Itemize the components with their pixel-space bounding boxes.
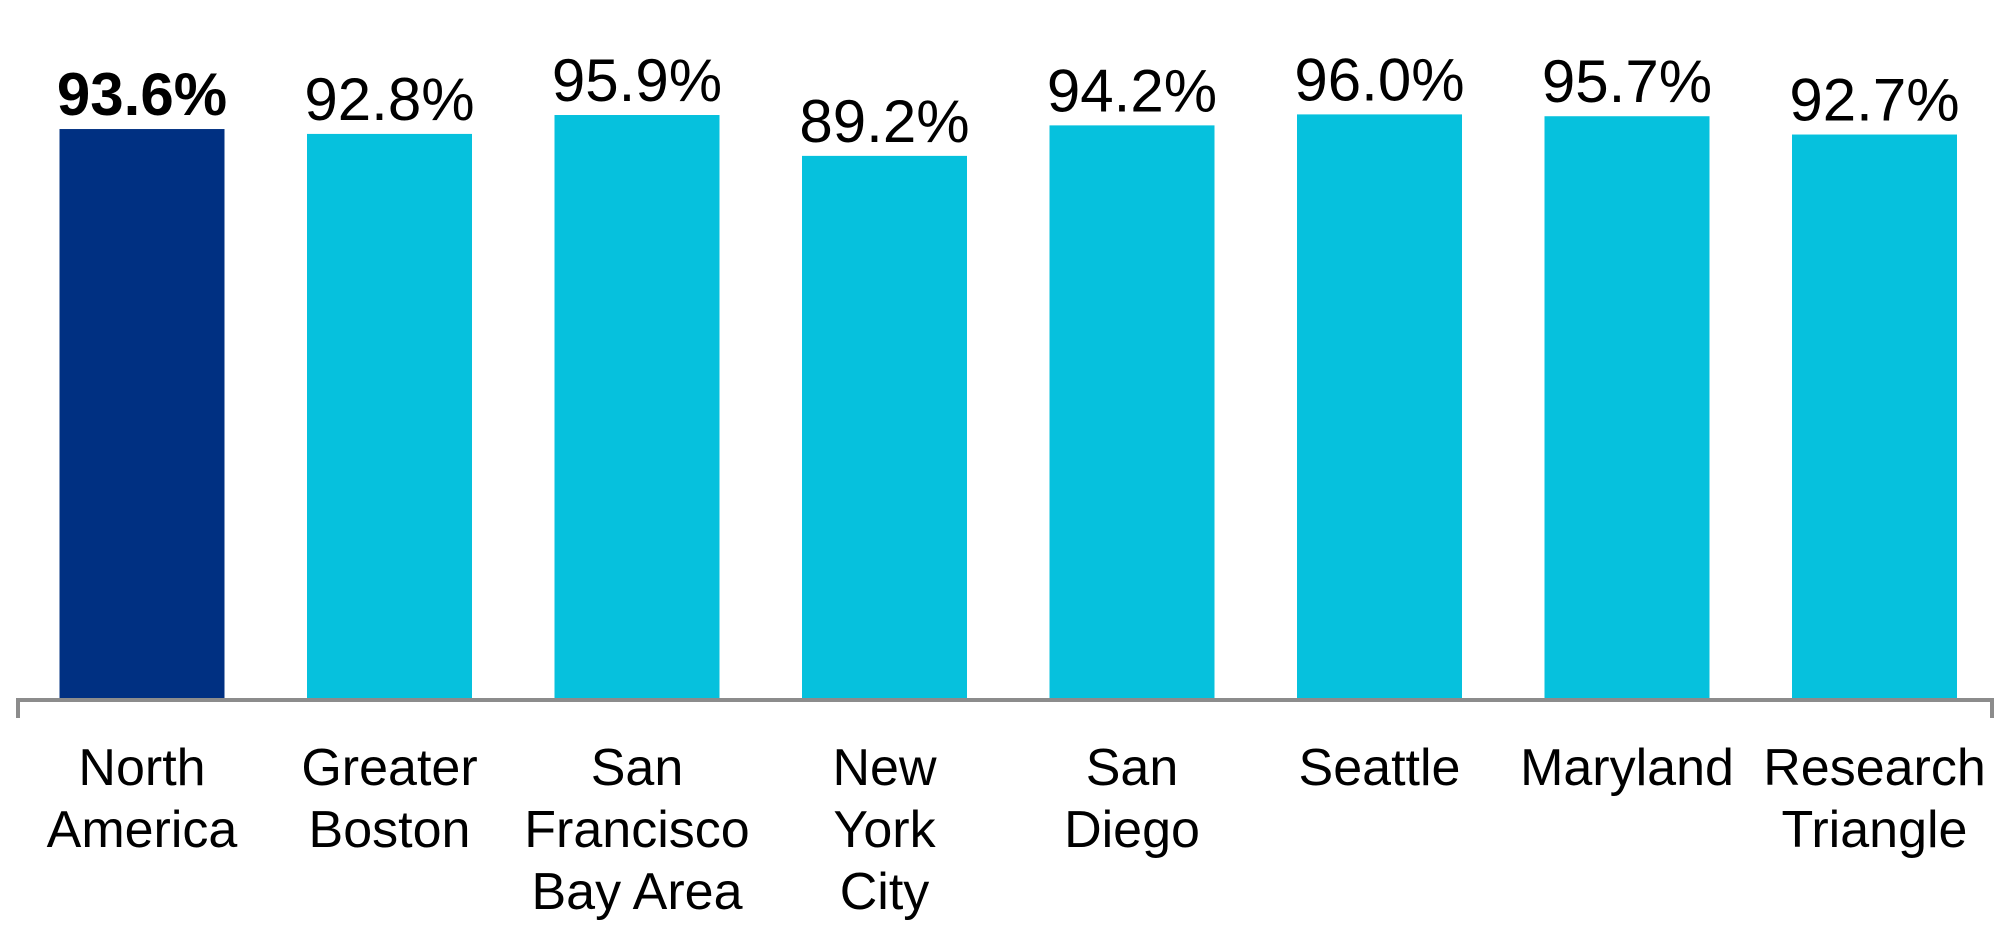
category-label-line: Seattle — [1299, 739, 1461, 797]
category-label: North America — [47, 739, 238, 859]
category-label: San Francisco Bay Area — [524, 739, 749, 921]
bar — [59, 129, 225, 701]
bar-value-label: 94.2% — [1047, 57, 1217, 124]
category-label-line: Diego — [1064, 801, 1200, 859]
category-label: New York City — [832, 739, 936, 921]
x-axis — [16, 698, 1994, 718]
category-label-line: Boston — [309, 801, 471, 859]
bar — [1297, 114, 1462, 700]
category-label-line: Triangle — [1782, 801, 1968, 859]
value-labels-group: 93.6% 92.8% 95.9% 89.2% 94.2% 96.0% 95.7% 92.7% — [57, 46, 1960, 154]
category-label-line: Research — [1763, 739, 1986, 797]
category-label-line: America — [47, 801, 238, 859]
category-label-line: North — [78, 739, 205, 797]
category-label: Seattle — [1299, 739, 1461, 797]
category-label-line: San — [1086, 739, 1179, 797]
bar — [1544, 116, 1710, 701]
bar — [307, 133, 472, 701]
bar — [1792, 134, 1957, 700]
category-label-line: Maryland — [1520, 739, 1734, 797]
bar-value-label: 93.6% — [57, 61, 227, 128]
bar-value-label: 96.0% — [1294, 46, 1464, 113]
category-label-line: City — [840, 863, 930, 921]
x-axis-line — [16, 698, 1994, 718]
bar — [1049, 125, 1215, 700]
category-label-line: Francisco — [524, 801, 749, 859]
category-label: San Diego — [1064, 739, 1200, 859]
category-label: Research Triangle — [1763, 739, 1986, 859]
bar-value-label: 92.7% — [1789, 67, 1959, 134]
bar-value-label: 95.7% — [1542, 48, 1712, 115]
bar-value-label: 95.9% — [552, 47, 722, 114]
category-label-line: New — [832, 739, 936, 797]
category-label-line: San — [591, 739, 684, 797]
category-label: Greater Boston — [301, 739, 477, 859]
bar — [802, 155, 967, 700]
bar-value-label: 92.8% — [304, 66, 474, 133]
bar-value-label: 89.2% — [799, 88, 969, 155]
category-label: Maryland — [1520, 739, 1734, 797]
bar — [554, 115, 720, 700]
bars-group — [59, 114, 1957, 701]
category-label-line: Bay Area — [531, 863, 742, 921]
category-label-line: York — [833, 801, 936, 859]
category-label-line: Greater — [301, 739, 477, 797]
